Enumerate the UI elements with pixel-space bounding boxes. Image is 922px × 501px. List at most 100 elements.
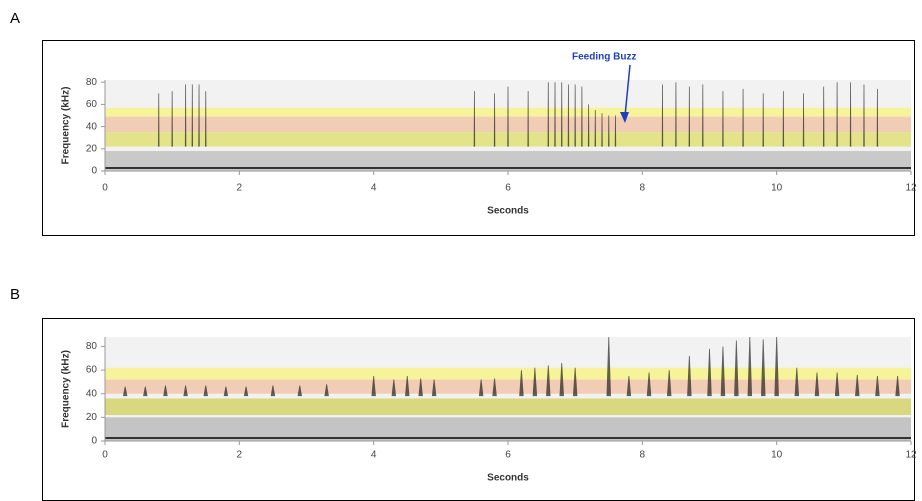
call-pulse xyxy=(707,348,712,397)
x-tick-label: 2 xyxy=(237,450,243,461)
call-pulse xyxy=(814,372,820,397)
call-pulse xyxy=(646,372,652,397)
call-pulse xyxy=(431,379,437,397)
call-pulse xyxy=(722,91,724,147)
call-pulse xyxy=(203,385,208,397)
call-pulse xyxy=(895,376,900,397)
call-pulse xyxy=(473,91,476,147)
x-tick-label: 8 xyxy=(640,183,646,194)
x-tick-label: 6 xyxy=(505,183,511,194)
x-axis-title: Seconds xyxy=(487,206,529,217)
x-tick-label: 6 xyxy=(505,450,511,461)
call-pulse xyxy=(626,376,632,397)
y-tick-label: 80 xyxy=(86,341,98,352)
x-tick-label: 12 xyxy=(905,450,917,461)
call-pulse xyxy=(606,337,611,397)
plot: 0 2 4 6 8 10 12 0 20 40 60 80 Seconds Frequency (kHz) xyxy=(61,337,917,484)
call-pulse xyxy=(762,93,764,147)
call-pulse xyxy=(875,376,880,397)
call-pulse xyxy=(158,93,160,147)
call-pulse xyxy=(405,376,410,397)
call-pulse xyxy=(559,363,564,397)
call-pulse xyxy=(567,84,570,147)
x-tick-label: 0 xyxy=(102,450,108,461)
call-pulse xyxy=(863,84,865,147)
x-tick-label: 0 xyxy=(102,183,108,194)
call-pulse xyxy=(855,374,860,397)
call-pulse xyxy=(205,91,207,147)
call-pulse xyxy=(782,91,785,147)
frequency-band xyxy=(105,398,911,415)
call-pulse xyxy=(546,365,551,397)
call-pulse xyxy=(297,385,303,397)
call-pulse xyxy=(849,82,852,147)
call-pulse xyxy=(324,384,329,397)
y-axis-title: Frequency (kHz) xyxy=(61,350,72,428)
y-tick-label: 40 xyxy=(86,388,98,399)
y-axis-title: Frequency (kHz) xyxy=(61,87,72,165)
panel-frame xyxy=(42,40,915,236)
call-pulse xyxy=(527,91,529,147)
call-pulse xyxy=(581,86,583,147)
frequency-band xyxy=(105,151,911,171)
call-pulse xyxy=(492,378,497,397)
call-pulse xyxy=(163,385,168,397)
panel-label: B xyxy=(10,286,20,303)
call-pulse xyxy=(594,109,597,147)
call-pulse xyxy=(688,86,691,147)
call-pulse xyxy=(802,93,805,147)
call-pulse xyxy=(418,378,423,397)
call-pulse xyxy=(391,379,397,397)
call-pulse xyxy=(223,386,229,397)
call-pulse xyxy=(614,115,617,147)
call-pulse xyxy=(720,346,726,397)
call-pulse xyxy=(734,340,739,397)
call-pulse xyxy=(507,86,509,147)
call-pulse xyxy=(519,370,524,397)
call-pulse xyxy=(171,91,173,147)
call-pulse xyxy=(822,86,825,147)
x-tick-label: 10 xyxy=(771,183,783,194)
call-pulse xyxy=(661,84,664,147)
call-pulse xyxy=(760,339,766,397)
call-pulse xyxy=(608,115,610,147)
call-pulse xyxy=(675,82,677,147)
call-pulse xyxy=(198,84,200,147)
call-pulse xyxy=(371,376,376,397)
frequency-band xyxy=(105,367,911,380)
call-pulse xyxy=(270,385,276,397)
call-pulse xyxy=(794,367,800,397)
call-pulse xyxy=(666,370,672,397)
y-tick-label: 40 xyxy=(86,121,98,132)
x-tick-label: 4 xyxy=(371,183,377,194)
call-pulse xyxy=(601,113,603,147)
annotation: Feeding Buzz xyxy=(572,52,636,63)
call-pulse xyxy=(561,82,563,147)
y-tick-label: 60 xyxy=(86,99,98,110)
annotation-arrowhead xyxy=(620,112,629,123)
call-pulse xyxy=(143,386,148,397)
y-tick-label: 0 xyxy=(91,166,97,177)
call-pulse xyxy=(554,82,556,147)
call-pulse xyxy=(493,93,496,147)
call-pulse xyxy=(243,386,249,397)
call-pulse xyxy=(834,372,840,397)
call-pulse xyxy=(532,367,538,397)
call-pulse xyxy=(183,385,188,397)
call-pulse xyxy=(122,386,128,397)
x-tick-label: 4 xyxy=(371,450,377,461)
call-pulse xyxy=(574,84,576,147)
x-axis-title: Seconds xyxy=(487,473,529,484)
call-pulse xyxy=(572,367,578,397)
call-pulse xyxy=(184,84,187,147)
x-tick-label: 2 xyxy=(237,183,243,194)
call-pulse xyxy=(747,337,753,397)
x-tick-label: 12 xyxy=(905,183,917,194)
frequency-band xyxy=(105,417,911,441)
call-pulse xyxy=(836,82,838,147)
annotation-arrow xyxy=(624,64,631,117)
call-pulse xyxy=(191,84,194,147)
y-tick-label: 60 xyxy=(86,365,98,376)
y-tick-label: 20 xyxy=(86,143,98,154)
